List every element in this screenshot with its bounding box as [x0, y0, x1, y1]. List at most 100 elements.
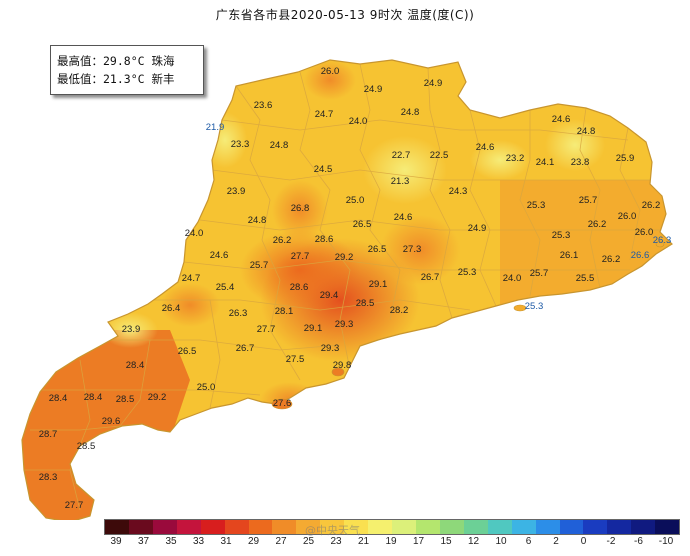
station-labels: 26.0 24.9 24.9 23.6 24.7 24.8 24.0 24.6 24.8 21.9… [39, 66, 672, 511]
station-value-label: 28.7 [39, 429, 58, 440]
station-value-label: 29.1 [304, 323, 323, 334]
station-value-label: 25.5 [576, 273, 595, 284]
station-value-label: 28.5 [356, 298, 375, 309]
station-value-label: 23.9 [227, 186, 246, 197]
station-value-label: 28.3 [39, 472, 58, 483]
station-value-label: 25.7 [530, 268, 549, 279]
colorbar-tick-label: -2 [606, 536, 616, 547]
station-value-label: 24.8 [401, 107, 420, 118]
station-value-label: 27.7 [257, 324, 276, 335]
watermark: @中央天气 [305, 524, 360, 537]
colorbar-tick-label: 29 [247, 536, 260, 547]
station-value-label: 26.5 [178, 346, 197, 357]
station-value-label: 29.8 [333, 360, 352, 371]
station-value-label: 24.7 [315, 109, 334, 120]
colorbar-swatch [128, 520, 153, 534]
station-value-label: 24.8 [577, 126, 596, 137]
station-value-label: 23.3 [231, 139, 250, 150]
colorbar-tick-label: 21 [357, 536, 370, 547]
guangdong-temperature-map: 26.0 24.9 24.9 23.6 24.7 24.8 24.0 24.6 24.8 21.9… [21, 59, 673, 520]
colorbar-tick-label: 0 [580, 536, 587, 547]
station-value-label: 26.8 [291, 203, 310, 214]
province-outline [21, 59, 673, 520]
colorbar-tick-label: -6 [634, 536, 643, 547]
station-value-label: 29.3 [335, 319, 354, 330]
colorbar-swatch [272, 520, 297, 534]
station-value-label: 27.3 [403, 244, 422, 255]
station-value-label: 23.2 [506, 153, 525, 164]
station-value-label: 21.3 [391, 176, 410, 187]
station-value-label: 27.7 [291, 251, 310, 262]
station-value-label: 26.5 [353, 219, 372, 230]
colorbar-tick-label: 39 [110, 536, 122, 547]
station-value-label: 26.3 [229, 308, 248, 319]
station-value-label: 28.4 [84, 392, 103, 403]
station-value-label: 25.3 [525, 301, 544, 312]
station-value-label: 28.1 [275, 306, 294, 317]
station-value-label: 22.7 [392, 150, 411, 161]
colorbar-swatch [439, 520, 464, 534]
station-value-label: 24.6 [476, 142, 495, 153]
station-value-label: 24.3 [449, 186, 468, 197]
colorbar-swatch [200, 520, 225, 534]
colorbar-tick-label: 31 [220, 536, 232, 547]
map-title: 广东省各市县2020-05-13 9时次 温度(度(C)) [215, 8, 475, 22]
station-value-label: 25.0 [197, 382, 216, 393]
colorbar-swatch [487, 520, 512, 534]
station-value-label: 22.5 [430, 150, 449, 161]
station-value-label: 24.8 [270, 140, 289, 151]
station-value-label: 25.7 [250, 260, 269, 271]
colorbar-swatch [392, 520, 416, 534]
colorbar-ticks: 39 37 35 33 31 29 27 25 23 21 19 17 15 12 10 6 2 0 -2 -6 -10 [104, 536, 678, 550]
station-value-label: 23.8 [571, 157, 590, 168]
station-value-label: 24.6 [394, 212, 413, 223]
station-value-label: 24.9 [364, 84, 383, 95]
station-value-label: 29.3 [321, 343, 340, 354]
extremes-box: 最高值：29.8°C 珠海 最低值：21.3°C 新丰 [50, 45, 204, 95]
colorbar-swatch [655, 520, 680, 534]
station-value-label: 25.4 [216, 282, 235, 293]
colorbar-swatch [152, 520, 177, 534]
colorbar-tick-label: 25 [302, 536, 315, 547]
station-value-label: 23.6 [254, 100, 273, 111]
colorbar-swatch [176, 520, 201, 534]
station-value-label: 26.3 [653, 235, 672, 246]
colorbar-tick-label: 35 [165, 536, 177, 547]
station-value-label: 24.6 [210, 250, 229, 261]
colorbar-tick-label: 37 [137, 536, 150, 547]
station-value-label: 26.0 [618, 211, 637, 222]
station-value-label: 24.1 [536, 157, 555, 168]
colorbar-tick-label: -10 [658, 536, 674, 547]
colorbar-tick-label: 19 [385, 536, 397, 547]
station-value-label: 24.7 [182, 273, 201, 284]
colorbar [104, 519, 680, 535]
station-value-label: 26.7 [421, 272, 440, 283]
station-value-label: 24.5 [314, 164, 333, 175]
colorbar-tick-label: 15 [440, 536, 452, 547]
station-value-label: 29.2 [335, 252, 354, 263]
colorbar-swatch [344, 520, 369, 534]
colorbar-tick-label: 27 [275, 536, 287, 547]
colorbar-swatch [631, 520, 656, 534]
station-value-label: 26.1 [560, 250, 579, 261]
colorbar-swatch [320, 520, 345, 534]
colorbar-swatch [583, 520, 608, 534]
station-value-label: 29.4 [320, 290, 339, 301]
colorbar-swatch [607, 520, 632, 534]
station-value-label: 23.9 [122, 324, 141, 335]
station-value-label: 26.6 [631, 250, 650, 261]
colorbar-tick-label: 33 [192, 536, 205, 547]
station-value-label: 24.9 [468, 223, 487, 234]
station-value-label: 24.8 [248, 215, 267, 226]
station-value-label: 26.2 [642, 200, 661, 211]
station-value-label: 21.9 [206, 122, 225, 133]
colorbar-swatch [105, 520, 129, 534]
max-value-text: 最高值：29.8°C 珠海 [57, 54, 175, 68]
station-value-label: 26.7 [236, 343, 255, 354]
station-value-label: 25.0 [346, 195, 365, 206]
station-value-label: 28.2 [390, 305, 409, 316]
station-value-label: 24.0 [185, 228, 204, 239]
station-value-label: 28.6 [315, 234, 334, 245]
colorbar-tick-label: 12 [467, 536, 480, 547]
colorbar-tick-label: 2 [553, 536, 559, 547]
